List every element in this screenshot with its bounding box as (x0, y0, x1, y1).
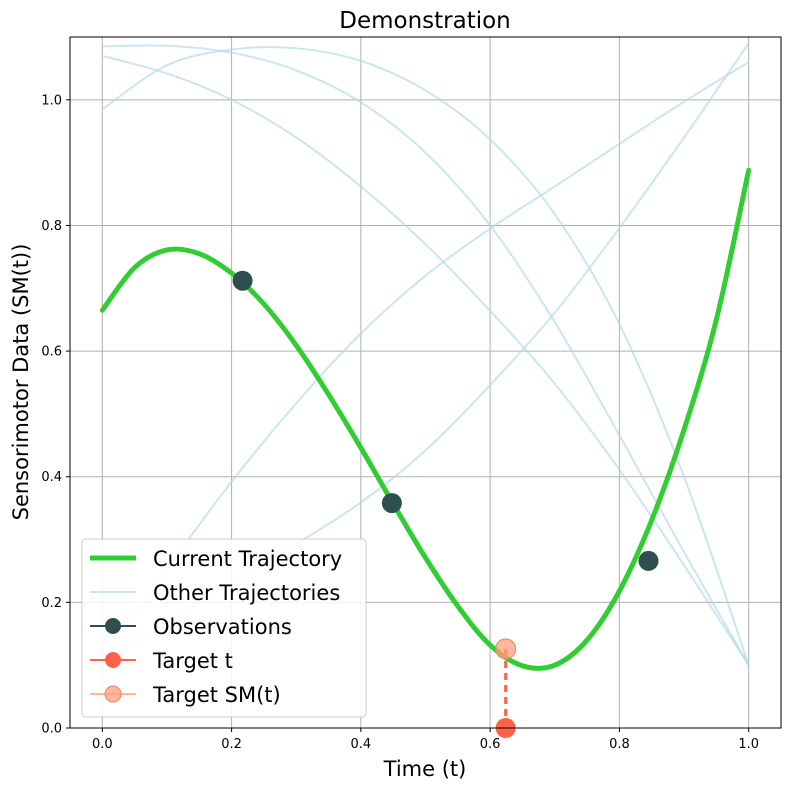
legend-label-target-sm: Target SM(t) (152, 683, 281, 707)
legend-label-other: Other Trajectories (153, 581, 340, 605)
x-tick-label: 0.6 (480, 737, 501, 752)
x-tick-label: 0.8 (609, 737, 630, 752)
x-tick-label: 1.0 (738, 737, 759, 752)
x-tick-label: 0.0 (92, 737, 113, 752)
legend: Current Trajectory Other Trajectories Ob… (81, 538, 367, 718)
legend-entry-observations: Observations (90, 615, 292, 639)
other-trajectories (101, 42, 750, 667)
chart-title: Demonstration (339, 8, 511, 34)
legend-swatch-target-t-marker (105, 652, 121, 668)
other-trajectory-line (101, 46, 750, 666)
current-trajectory (99, 167, 752, 671)
legend-label-current: Current Trajectory (153, 547, 342, 571)
y-tick-label: 0.0 (41, 722, 62, 737)
legend-entry-target-sm: Target SM(t) (90, 683, 281, 707)
legend-entry-other: Other Trajectories (90, 581, 340, 605)
x-tick-label: 0.2 (221, 737, 242, 752)
observation-point (232, 270, 253, 291)
y-tick-label: 0.2 (41, 596, 62, 611)
y-tick-label: 0.4 (41, 470, 62, 485)
y-axis-title: Sensorimotor Data (SM(t)) (9, 244, 33, 521)
observation-point (381, 493, 402, 514)
legend-swatch-target-sm-marker (104, 685, 122, 703)
target-sm-point (495, 638, 517, 660)
current-trajectory-line (99, 167, 752, 671)
x-tick-label: 0.4 (351, 737, 372, 752)
legend-label-target-t: Target t (152, 649, 233, 673)
legend-swatch-observations-marker (105, 618, 121, 634)
x-axis-title: Time (t) (383, 757, 467, 781)
other-trajectory-line (102, 44, 750, 666)
plot-frame (69, 36, 782, 729)
observation-point (638, 550, 659, 571)
legend-entry-target-t: Target t (90, 649, 233, 673)
legend-entry-current: Current Trajectory (90, 547, 342, 571)
y-tick-label: 0.6 (41, 345, 62, 360)
other-trajectory-line (102, 54, 750, 666)
other-trajectory-line (101, 61, 750, 666)
y-tick-label: 1.0 (41, 93, 62, 108)
axis-ticks: 0.0 0.2 0.4 0.6 0.8 1.0 0.0 0.2 0.4 0.6 0.8 1.0 (41, 93, 759, 752)
legend-box (81, 538, 367, 718)
y-tick-label: 0.8 (41, 219, 62, 234)
legend-label-observations: Observations (153, 615, 292, 639)
